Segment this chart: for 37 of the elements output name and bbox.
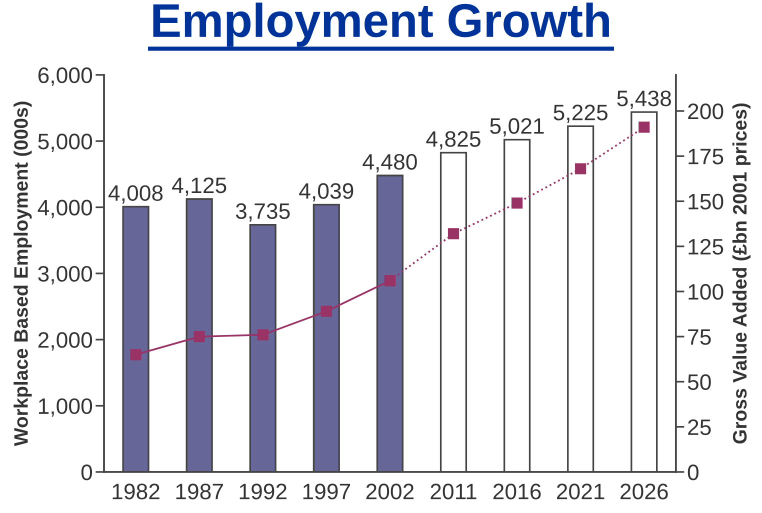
data-label: 4,480 <box>362 154 417 172</box>
y-tick-label: 3,000 <box>38 266 92 284</box>
y2-tick-label: 100 <box>688 284 724 300</box>
y2-tick-label: 75 <box>688 329 711 345</box>
data-label: 5,021 <box>490 118 544 137</box>
x-tick-label: 1982 <box>112 484 160 500</box>
y-axis-title: Workplace Based Employment (000s) <box>14 102 32 446</box>
y-tick-label: 0 <box>81 464 92 480</box>
x-tick-label: 1987 <box>176 484 223 500</box>
y-tick-label: 6,000 <box>38 67 92 86</box>
data-label: 3,735 <box>236 203 290 222</box>
y-tick-label: 1,000 <box>38 398 92 417</box>
y2-tick-label: 150 <box>688 194 724 210</box>
data-label: 5,438 <box>617 90 671 109</box>
data-label: 4,125 <box>172 177 226 196</box>
data-label: 4,039 <box>299 183 354 202</box>
x-tick-label: 1997 <box>303 484 350 500</box>
x-tick-label: 1992 <box>240 484 286 500</box>
y-tick-label: 4,000 <box>38 200 92 218</box>
chart-title: Employment Growth <box>153 2 609 47</box>
y2-tick-label: 50 <box>688 374 711 390</box>
y2-tick-label: 0 <box>688 464 698 480</box>
y-tick-label: 5,000 <box>38 134 92 152</box>
y2-tick-label: 200 <box>688 104 724 120</box>
x-tick-label: 2011 <box>430 484 476 500</box>
y2-tick-label: 175 <box>688 148 724 164</box>
y2-axis-title: Gross Value Added (£bn 2001 prices) <box>732 103 751 444</box>
y-tick-label: 2,000 <box>38 332 92 350</box>
y2-tick-label: 125 <box>688 238 724 255</box>
x-tick-label: 2021 <box>556 484 604 500</box>
y2-tick-label: 25 <box>688 419 711 436</box>
data-label: 4,008 <box>108 185 163 204</box>
data-label: 5,225 <box>554 104 608 124</box>
x-tick-label: 2016 <box>493 484 541 500</box>
data-label: 4,825 <box>426 131 480 150</box>
x-tick-label: 2026 <box>620 484 668 500</box>
x-tick-label: 2002 <box>366 484 414 500</box>
